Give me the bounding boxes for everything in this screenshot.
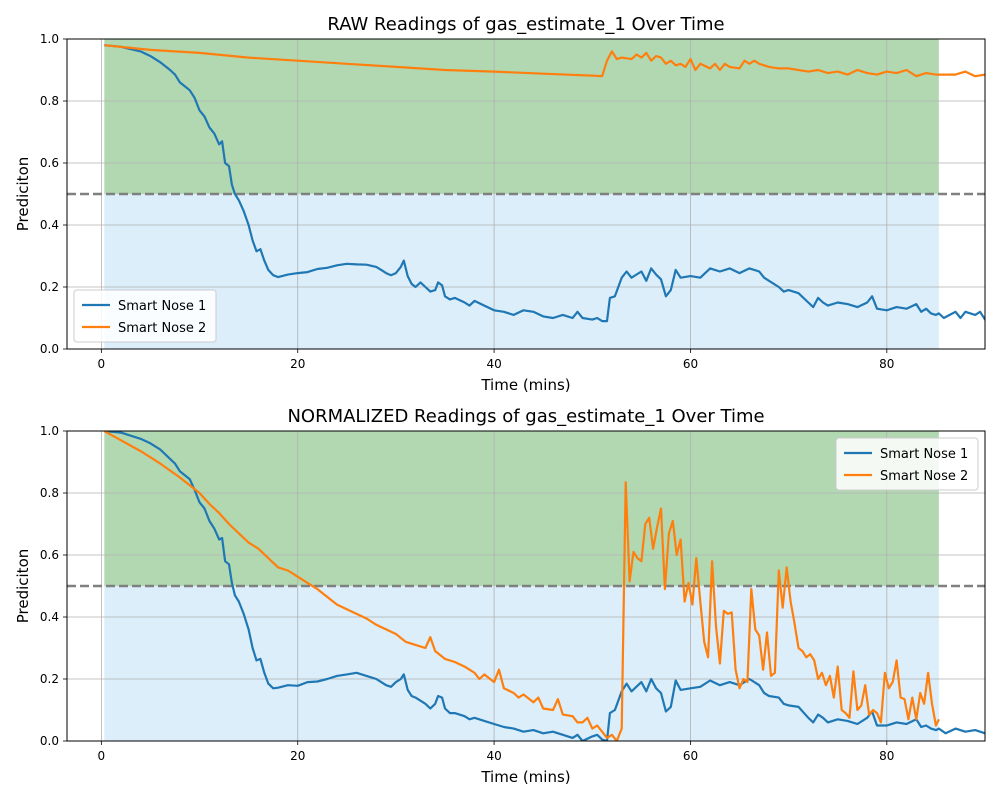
x-tick-label: 40 — [486, 749, 501, 763]
legend-item-smart-nose-1: Smart Nose 1 — [844, 447, 968, 462]
legend-item-smart-nose-1: Smart Nose 1 — [82, 299, 206, 314]
y-tick-label: 0.4 — [40, 218, 59, 232]
series-line-smart-nose-2 — [103, 431, 940, 741]
x-tick-label: 60 — [683, 749, 698, 763]
y-tick-label: 0.8 — [40, 94, 59, 108]
series-line-smart-nose-1 — [104, 431, 985, 741]
y-tick-label: 0.4 — [40, 610, 59, 624]
y-axis-label: Prediciton — [14, 549, 32, 624]
y-axis-label: Prediciton — [14, 157, 32, 232]
x-tick-label: 60 — [683, 357, 698, 371]
x-tick-layer: 0 20 40 60 80 — [98, 349, 894, 371]
chart-title: RAW Readings of gas_estimate_1 Over Time — [327, 14, 724, 35]
y-tick-label: 0.8 — [40, 486, 59, 500]
band-lower — [104, 586, 939, 741]
chart-title: NORMALIZED Readings of gas_estimate_1 Ov… — [287, 406, 764, 427]
band-upper — [104, 39, 939, 194]
legend-label: Smart Nose 1 — [880, 447, 968, 462]
series-line-smart-nose-2 — [104, 44, 985, 78]
band-upper — [104, 431, 939, 586]
x-tick-label: 20 — [290, 749, 305, 763]
legend-label: Smart Nose 2 — [880, 469, 968, 484]
y-tick-layer: 0.0 0.2 0.4 0.6 0.8 1.0 — [40, 32, 67, 356]
band-lower — [104, 194, 939, 349]
y-tick-label: 0.2 — [40, 672, 59, 686]
x-axis-label: Time (mins) — [480, 768, 570, 786]
legend: Smart Nose 1 Smart Nose 2 — [73, 289, 217, 343]
legend: Smart Nose 1 Smart Nose 2 — [835, 437, 979, 491]
y-tick-label: 0.6 — [40, 548, 59, 562]
x-tick-label: 0 — [98, 749, 106, 763]
legend-label: Smart Nose 2 — [118, 321, 206, 336]
x-axis-label: Time (mins) — [480, 376, 570, 394]
x-tick-label: 0 — [98, 357, 106, 371]
series-layer — [103, 431, 985, 741]
legend-item-smart-nose-2: Smart Nose 2 — [82, 321, 206, 336]
raw-readings-chart: 0 20 40 60 80 0.0 0.2 0.4 0.6 0.8 1.0 RAW Reading… — [14, 14, 986, 394]
y-tick-label: 1.0 — [40, 424, 59, 438]
x-tick-label: 80 — [879, 357, 894, 371]
band-layer — [104, 39, 939, 349]
y-tick-layer: 0.0 0.2 0.4 0.6 0.8 1.0 — [40, 424, 67, 748]
legend-label: Smart Nose 1 — [118, 299, 206, 314]
series-line-smart-nose-1 — [104, 44, 985, 323]
y-tick-label: 1.0 — [40, 32, 59, 46]
legend-box — [835, 437, 979, 491]
x-tick-layer: 0 20 40 60 80 — [98, 741, 894, 763]
y-tick-label: 0.6 — [40, 156, 59, 170]
legend-box — [73, 289, 217, 343]
x-tick-label: 80 — [879, 749, 894, 763]
x-tick-label: 40 — [486, 357, 501, 371]
x-tick-label: 20 — [290, 357, 305, 371]
y-tick-label: 0.2 — [40, 280, 59, 294]
axes-frame — [66, 430, 986, 742]
normalized-readings-chart: 0 20 40 60 80 0.0 0.2 0.4 0.6 0.8 1.0 NORMALIZED … — [14, 406, 986, 786]
y-tick-label: 0.0 — [40, 734, 59, 748]
y-tick-label: 0.0 — [40, 342, 59, 356]
legend-item-smart-nose-2: Smart Nose 2 — [844, 469, 968, 484]
series-layer — [104, 44, 985, 323]
axes-frame — [66, 38, 986, 350]
